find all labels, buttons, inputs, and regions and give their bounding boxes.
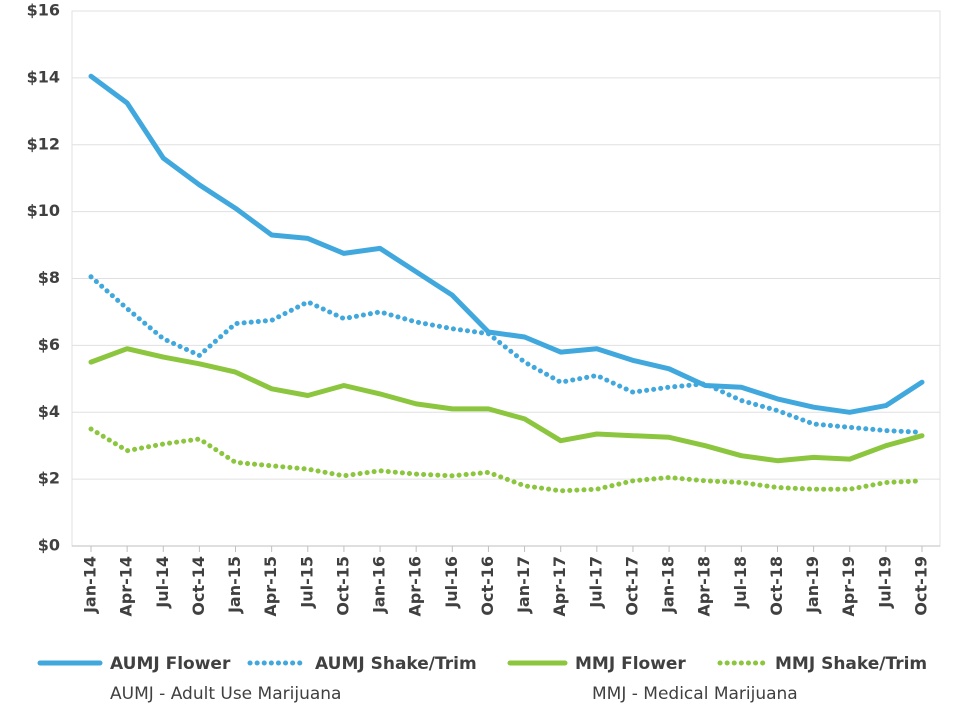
y-tick-label: $12: [27, 134, 60, 153]
x-tick-label: Jan-17: [514, 556, 533, 614]
legend-label: AUMJ Shake/Trim: [315, 654, 477, 674]
x-tick-label: Apr-16: [406, 556, 425, 617]
x-tick-label: Oct-18: [767, 556, 786, 616]
x-tick-label: Apr-19: [839, 556, 858, 617]
y-tick-label: $6: [38, 335, 60, 354]
x-tick-label: Oct-16: [478, 556, 497, 616]
series-line: [88, 346, 925, 464]
y-tick-label: $8: [38, 268, 60, 287]
legend-label: MMJ Flower: [575, 654, 686, 674]
x-tick-label: Jul-19: [875, 556, 894, 609]
x-tick-label: Jan-19: [803, 556, 822, 614]
y-tick-label: $14: [27, 67, 60, 86]
x-tick-label: Apr-17: [550, 556, 569, 617]
series-line: [88, 73, 925, 415]
x-tick-label: Oct-14: [189, 556, 208, 616]
legend-label: MMJ Shake/Trim: [775, 654, 927, 674]
x-tick-label: Jul-17: [586, 556, 605, 609]
y-tick-label: $16: [27, 1, 60, 20]
x-tick-label: Jan-16: [370, 556, 389, 614]
legend-label: AUMJ Flower: [110, 654, 231, 674]
x-tick-label: Oct-19: [912, 556, 931, 616]
x-tick-label: Jan-14: [81, 556, 100, 614]
y-tick-label: $0: [38, 536, 60, 555]
x-tick-label: Jul-16: [442, 556, 461, 609]
x-tick-label: Oct-17: [622, 556, 641, 616]
x-tick-label: Apr-14: [117, 556, 136, 617]
annotation: MMJ - Medical Marijuana: [592, 684, 798, 704]
x-tick-label: Jan-15: [225, 556, 244, 614]
annotation: AUMJ - Adult Use Marijuana: [110, 684, 341, 704]
x-tick-label: Apr-15: [261, 556, 280, 617]
y-tick-label: $4: [38, 402, 60, 421]
x-tick-label: Jul-18: [731, 556, 750, 609]
x-tick-label: Apr-18: [695, 556, 714, 617]
x-tick-label: Jan-18: [659, 556, 678, 614]
series-line: [88, 274, 925, 435]
x-tick-label: Jul-15: [297, 556, 316, 609]
x-tick-label: Jul-14: [153, 556, 172, 609]
y-tick-label: $2: [38, 469, 60, 488]
series-line: [88, 426, 925, 494]
y-tick-label: $10: [27, 201, 60, 220]
x-tick-label: Oct-15: [333, 556, 352, 616]
